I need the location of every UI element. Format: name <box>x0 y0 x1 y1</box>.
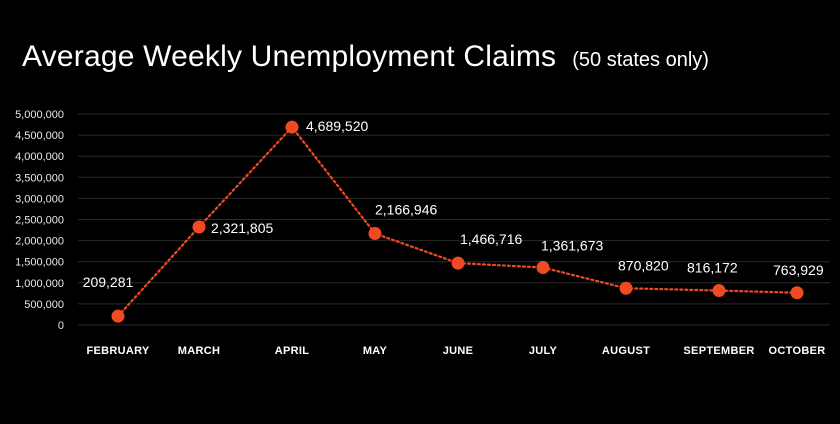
x-tick-label: FEBRUARY <box>86 345 149 357</box>
data-point <box>192 220 206 234</box>
data-point <box>536 261 550 275</box>
y-tick-label: 1,500,000 <box>15 257 64 269</box>
x-tick-label: JUNE <box>443 345 474 357</box>
y-tick-label: 3,500,000 <box>15 172 64 184</box>
y-tick-label: 4,500,000 <box>15 130 64 142</box>
data-label: 209,281 <box>83 274 134 290</box>
y-axis: 0 500,000 1,000,000 1,500,000 2,000,000 2,500… <box>15 109 64 332</box>
x-tick-label: AUGUST <box>602 345 650 357</box>
x-axis: FEBRUARY MARCH APRIL MAY JUNE JULY AUGUST SEPTE… <box>86 345 825 357</box>
chart-title: Average Weekly Unemployment Claims <box>22 40 557 73</box>
data-points <box>111 120 804 323</box>
y-tick-label: 5,000,000 <box>15 109 64 121</box>
data-point <box>619 281 633 295</box>
data-label: 870,820 <box>618 257 669 273</box>
data-label: 1,466,716 <box>460 231 522 247</box>
data-label: 2,166,946 <box>375 202 437 218</box>
data-point <box>285 120 299 134</box>
x-tick-label: OCTOBER <box>769 345 826 357</box>
data-point <box>451 256 465 270</box>
x-tick-label: SEPTEMBER <box>683 345 754 357</box>
data-label: 816,172 <box>687 260 738 276</box>
y-tick-label: 0 <box>58 320 64 332</box>
y-tick-label: 4,000,000 <box>15 151 64 163</box>
y-tick-label: 2,000,000 <box>15 236 64 248</box>
x-tick-label: MARCH <box>178 345 220 357</box>
data-label: 1,361,673 <box>541 238 603 254</box>
data-label: 2,321,805 <box>211 220 273 236</box>
data-point <box>368 227 382 241</box>
data-labels: 209,281 2,321,805 4,689,520 2,166,946 1,466,… <box>83 118 824 290</box>
data-point <box>790 286 804 300</box>
data-point <box>712 284 726 298</box>
chart-subtitle: (50 states only) <box>572 49 709 71</box>
data-point <box>111 309 125 323</box>
data-label: 4,689,520 <box>306 118 368 134</box>
y-tick-label: 1,000,000 <box>15 278 64 290</box>
x-tick-label: JULY <box>529 345 558 357</box>
gridlines <box>78 113 830 326</box>
data-label: 763,929 <box>773 262 824 278</box>
x-tick-label: MAY <box>363 345 388 357</box>
y-tick-label: 2,500,000 <box>15 215 64 227</box>
y-tick-label: 500,000 <box>24 299 64 311</box>
x-tick-label: APRIL <box>275 345 310 357</box>
chart-title-row: Average Weekly Unemployment Claims (50 s… <box>22 40 709 74</box>
y-tick-label: 3,000,000 <box>15 193 64 205</box>
